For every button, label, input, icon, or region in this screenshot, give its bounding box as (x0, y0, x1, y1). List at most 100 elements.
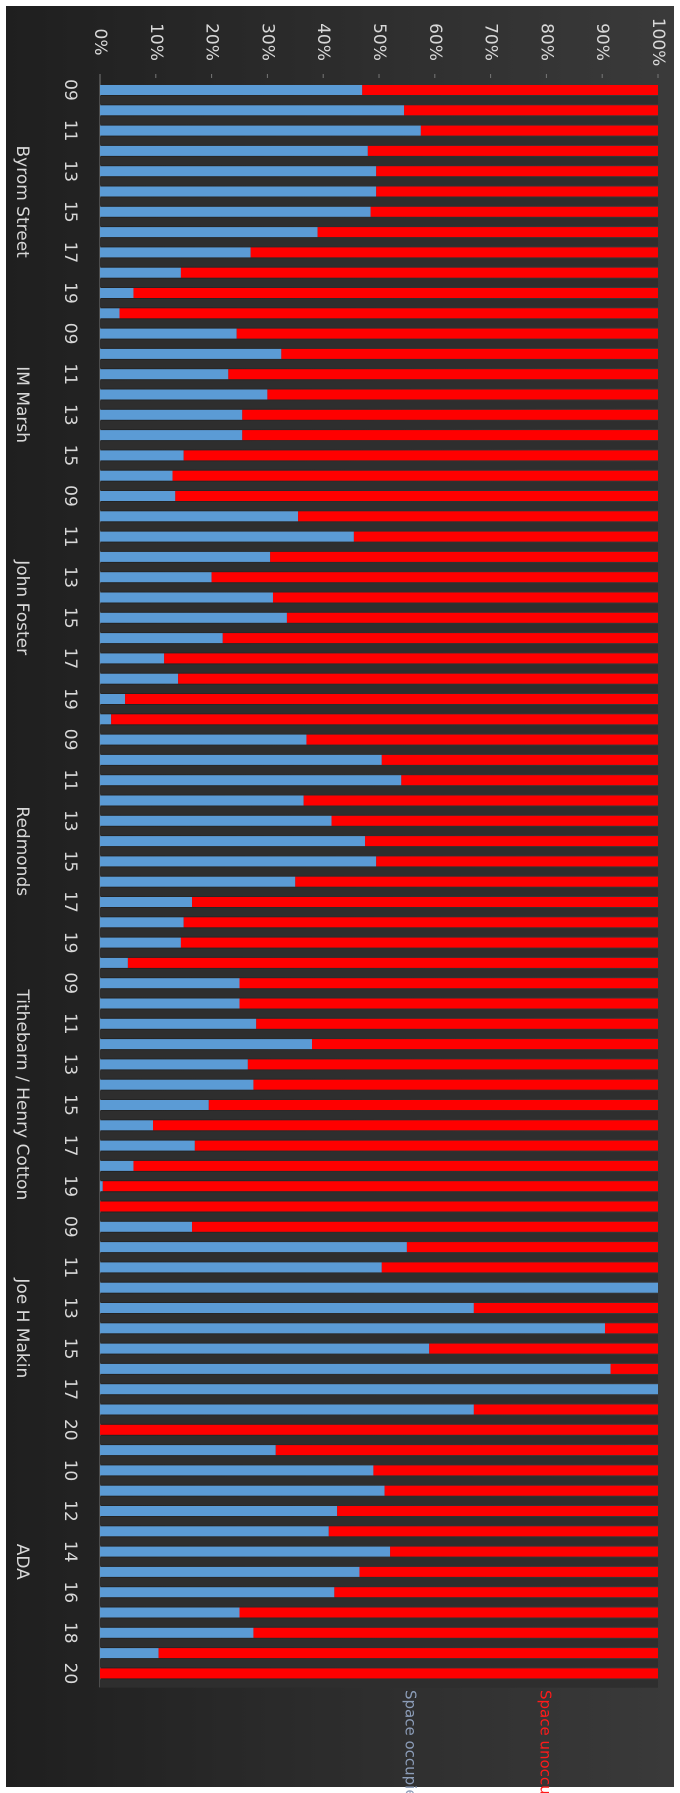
category-label: 17 (60, 891, 80, 913)
bar-segment (256, 1018, 658, 1029)
bar-segment (100, 1079, 254, 1090)
category-label: 09 (60, 323, 80, 345)
row-stripe (100, 1537, 658, 1546)
row-stripe (100, 1212, 658, 1221)
row-stripe (100, 664, 658, 673)
category-label: 11 (60, 1013, 80, 1035)
bar-segment (100, 734, 307, 745)
category-label: 11 (60, 120, 80, 142)
bar-segment (272, 592, 658, 603)
category-label: 09 (60, 79, 80, 101)
bar-segment (192, 897, 658, 907)
category-label: 19 (60, 688, 80, 710)
x-tick-label: 40% (313, 23, 333, 61)
bar-segment (359, 1566, 658, 1577)
bar-segment (100, 937, 181, 948)
bar-segment (164, 653, 659, 664)
category-label: 14 (60, 1541, 80, 1563)
row-stripe (100, 1070, 658, 1079)
row-stripe (100, 1192, 658, 1201)
row-stripe (100, 96, 658, 105)
row-stripe (100, 1354, 658, 1363)
bar-segment (125, 694, 659, 704)
bar-segment (242, 409, 659, 420)
bar-segment (133, 288, 659, 298)
row-stripe (100, 217, 658, 227)
bar-segment (100, 1140, 195, 1151)
bar-segment (100, 1566, 360, 1577)
bar-segment (253, 1627, 658, 1638)
bar-segment (331, 815, 658, 826)
row-stripe (100, 1029, 658, 1039)
bar-segment (100, 1160, 134, 1171)
row-stripe (100, 278, 658, 287)
row-stripe (100, 542, 658, 551)
bar-segment (100, 288, 134, 298)
bar-segment (192, 1221, 658, 1232)
bar-segment (100, 308, 120, 319)
row-stripe (100, 1009, 658, 1018)
bar-segment (270, 551, 658, 562)
category-label: 17 (60, 242, 80, 264)
bar-segment (100, 775, 402, 786)
bar-segment (100, 1668, 658, 1679)
bar-segment (100, 551, 271, 562)
row-stripe (100, 1090, 658, 1099)
row-stripe (100, 745, 658, 754)
row-stripe (100, 968, 658, 978)
bar-segment (100, 1181, 103, 1192)
group-label: John Foster (12, 559, 32, 655)
group-label: Joe H Makin (12, 1277, 32, 1378)
category-label: 09 (60, 485, 80, 507)
category-label: 11 (60, 769, 80, 791)
bar-segment (100, 1262, 382, 1273)
bar-segment (100, 1546, 391, 1557)
row-stripe (100, 197, 658, 206)
bar-segment (119, 308, 658, 319)
row-stripe (100, 1476, 658, 1485)
category-label: 15 (60, 851, 80, 873)
bar-segment (298, 511, 658, 522)
bar-segment (390, 1546, 658, 1557)
row-stripe (100, 603, 658, 612)
category-label: 19 (60, 1175, 80, 1197)
row-stripe (100, 238, 658, 247)
category-label: 12 (60, 1500, 80, 1522)
bar-segment (100, 1323, 605, 1334)
category-label: 11 (60, 1257, 80, 1279)
bar-segment (100, 1465, 374, 1476)
bar-segment (236, 328, 658, 339)
category-label: 17 (60, 1135, 80, 1157)
group-label: Byrom Street (12, 145, 32, 258)
bar-segment (239, 978, 658, 989)
row-stripe (100, 725, 658, 734)
row-stripe (100, 319, 658, 328)
x-tick-label: 30% (257, 23, 277, 61)
bar-segment (401, 775, 658, 786)
row-stripe (100, 705, 658, 714)
category-label: 17 (60, 648, 80, 670)
row-stripe (100, 420, 658, 430)
category-label: 13 (60, 160, 80, 182)
bar-segment (100, 450, 184, 461)
bar-segment (100, 1445, 276, 1456)
x-tick-label: 50% (369, 23, 389, 61)
bar-segment (381, 754, 658, 765)
legend-label: Space occupied (402, 1690, 420, 1793)
row-stripe (100, 1374, 658, 1384)
x-tick-label: 60% (425, 23, 445, 61)
bar-segment (275, 1445, 658, 1456)
bar-segment (100, 186, 377, 197)
row-stripe (100, 136, 658, 145)
bar-segment (100, 1506, 338, 1516)
bar-segment (100, 1201, 658, 1212)
bar-segment (100, 369, 229, 380)
bar-segment (100, 836, 366, 847)
bar-segment (100, 754, 382, 765)
bar-segment (100, 348, 282, 359)
category-label: 19 (60, 932, 80, 954)
category-label: 11 (60, 526, 80, 548)
bar-segment (100, 572, 212, 583)
row-stripe (100, 562, 658, 572)
